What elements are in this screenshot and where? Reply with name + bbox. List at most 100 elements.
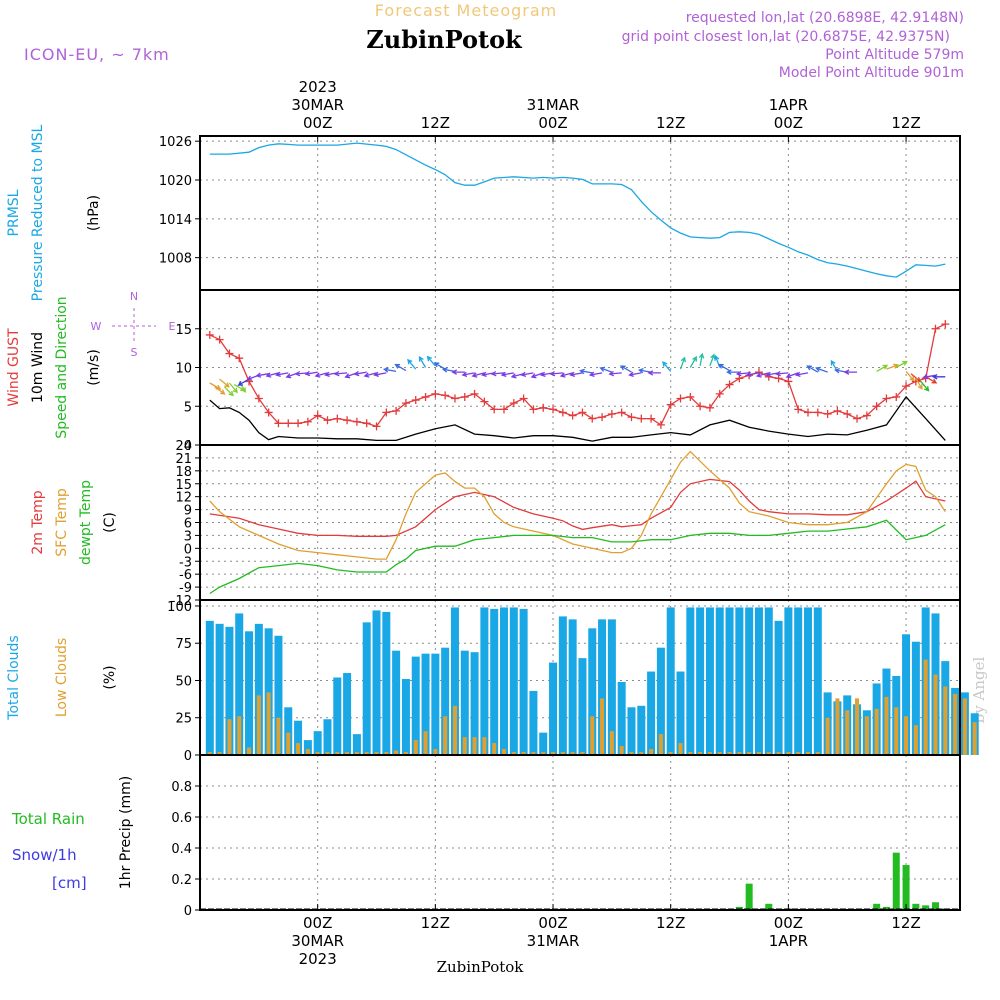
wind-arrow: [915, 378, 923, 390]
y-axis-label: Total Clouds: [6, 635, 22, 720]
wind-arrow: [815, 366, 828, 373]
gust-marker: [254, 394, 263, 403]
low-cloud-bar: [452, 705, 457, 755]
gust-marker: [902, 382, 911, 391]
low-cloud-bar: [619, 746, 624, 755]
wind-arrow: [265, 372, 279, 378]
gust-marker: [431, 389, 440, 398]
gust-marker: [323, 416, 332, 425]
low-cloud-bar: [776, 752, 781, 755]
total-cloud-bar: [225, 626, 234, 755]
model-label: ICON-EU, ~ 7km: [24, 45, 170, 64]
gust-marker: [205, 330, 214, 339]
low-cloud-bar: [796, 752, 801, 755]
total-cloud-bar: [598, 619, 607, 755]
y-tick-label: -12: [171, 594, 192, 609]
y-axis-label: Pressure Reduced to MSL: [30, 124, 46, 301]
y-tick-label: 0.4: [171, 842, 192, 857]
wind-arrow: [451, 369, 465, 375]
low-cloud-bar: [462, 737, 467, 755]
gust-marker: [588, 414, 597, 423]
total-cloud-bar: [519, 608, 528, 755]
low-cloud-bar: [492, 743, 497, 755]
gust-marker: [558, 408, 567, 417]
low-cloud-bar: [541, 752, 546, 755]
plot-area: 1008 1014 1020 1026 PRMSL Pressure Reduced to…: [6, 78, 979, 968]
low-cloud-bar: [354, 752, 359, 755]
gust-marker: [882, 394, 891, 403]
y-tick-label: 15: [175, 478, 192, 493]
low-cloud-bar: [707, 752, 712, 755]
gust-marker: [637, 414, 646, 423]
gust-marker: [784, 377, 793, 386]
time-label-top: 12Z: [891, 114, 920, 132]
low-cloud-bar: [247, 747, 252, 755]
total-cloud-bar: [696, 607, 705, 755]
low-cloud-bar: [835, 698, 840, 755]
low-cloud-bar: [384, 752, 389, 755]
wind-arrow: [755, 372, 769, 378]
gust-marker: [813, 408, 822, 417]
y-axis-label: Wind GUST: [6, 328, 22, 407]
low-cloud-bar: [864, 716, 869, 755]
gust-marker: [284, 419, 293, 428]
wind-arrow: [255, 372, 269, 378]
wind-arrow: [922, 373, 936, 380]
gust-marker: [343, 416, 352, 425]
low-cloud-bar: [962, 698, 967, 755]
total-cloud-bar: [235, 613, 244, 755]
low-cloud-bar: [394, 750, 399, 755]
wind-arrow: [745, 371, 760, 378]
total-cloud-bar: [323, 719, 332, 755]
wind-arrow: [237, 378, 250, 386]
wind-arrow: [735, 370, 750, 377]
precip-bar: [902, 865, 910, 910]
total-cloud-bar: [343, 673, 352, 755]
y-axis-label: (%): [102, 665, 118, 689]
gust-marker: [460, 392, 469, 401]
gust-marker: [450, 394, 459, 403]
wind-arrow: [718, 363, 730, 372]
total-cloud-bar: [705, 607, 714, 755]
low-cloud-bar: [639, 752, 644, 755]
time-label-bottom: 2023: [299, 950, 337, 968]
wind-arrow: [785, 372, 799, 379]
total-cloud-bar: [725, 607, 734, 755]
time-label-bottom: 30MAR: [291, 932, 344, 950]
total-cloud-bar: [254, 623, 263, 755]
low-cloud-bar: [756, 752, 761, 755]
location-title: ZubinPotok: [366, 25, 523, 54]
wind-arrow: [394, 363, 407, 372]
gust-marker: [441, 391, 450, 400]
total-cloud-bar: [676, 671, 685, 755]
wind-arrows: [209, 352, 946, 397]
gust-marker: [686, 392, 695, 401]
y-tick-label: 1008: [159, 252, 192, 267]
wind-arrow: [588, 371, 603, 378]
time-label-top: 30MAR: [291, 96, 344, 114]
gust-marker: [549, 405, 558, 414]
compass-s: S: [131, 346, 138, 359]
y-tick-label: 0.6: [171, 811, 192, 826]
gust-marker: [392, 406, 401, 415]
low-cloud-bar: [374, 752, 379, 755]
low-cloud-bar: [521, 752, 526, 755]
low-cloud-bar: [443, 716, 448, 755]
wind-arrow: [461, 371, 475, 378]
y-tick-label: 5: [184, 400, 192, 415]
gust-marker: [401, 399, 410, 408]
gust-marker: [568, 411, 577, 420]
wind-arrow: [333, 370, 348, 377]
low-cloud-bar: [207, 752, 212, 755]
total-cloud-bar: [421, 653, 430, 755]
low-cloud-bar: [855, 698, 860, 755]
gust-marker: [892, 392, 901, 401]
low-cloud-bar: [325, 752, 330, 755]
total-cloud-bar: [450, 607, 459, 755]
precip-bar: [892, 852, 900, 910]
total-cloud-bar: [333, 677, 342, 755]
total-cloud-bar: [362, 622, 371, 755]
total-cloud-bar: [382, 611, 391, 755]
gust-marker: [372, 422, 381, 431]
